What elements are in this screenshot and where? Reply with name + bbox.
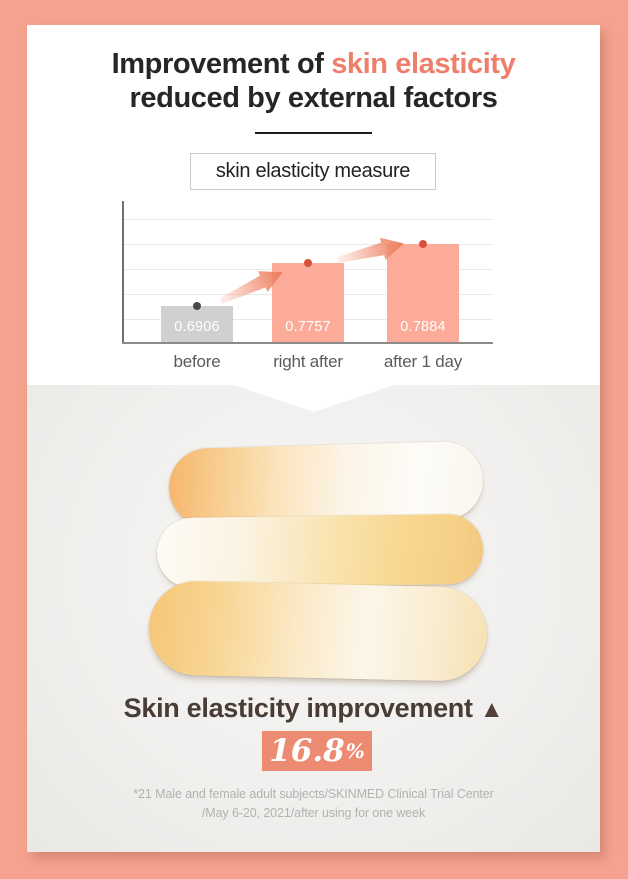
bar-right-after: 0.7757	[272, 263, 344, 342]
bar-after-1-day: 0.7884	[387, 244, 459, 342]
result-heading-text: Skin elasticity improvement	[123, 693, 473, 723]
result-heading: Skin elasticity improvement ▲	[27, 693, 600, 724]
bar-value-label: 0.7757	[285, 319, 331, 335]
footnote-line-1: *21 Male and female adult subjects/SKINM…	[133, 787, 494, 801]
gridline	[122, 244, 493, 245]
gridline	[122, 219, 493, 220]
data-point-dot	[304, 259, 312, 267]
product-texture-photo: Skin elasticity improvement ▲ 16.8 % *21…	[27, 385, 600, 852]
x-tick-right-after: right after	[273, 352, 343, 371]
footnote: *21 Male and female adult subjects/SKINM…	[27, 785, 600, 823]
bar-value-label: 0.7884	[400, 319, 446, 335]
content-card: Improvement of skin elasticity reduced b…	[27, 25, 600, 852]
up-triangle-icon: ▲	[479, 696, 504, 723]
bar-value-label: 0.6906	[174, 319, 220, 335]
cream-swatch-bottom	[147, 580, 489, 682]
chart-title-label: skin elasticity measure	[215, 160, 411, 182]
title-accent: skin elasticity	[331, 48, 516, 80]
x-axis-line	[122, 342, 493, 344]
x-tick-after-1-day: after 1 day	[383, 352, 463, 371]
bar-before: 0.6906	[161, 306, 233, 342]
improvement-rate-value: 16.8	[269, 733, 345, 769]
title-line-1: Improvement of skin elasticity	[27, 47, 600, 81]
cream-swatch-middle	[156, 513, 484, 589]
percent-sign: %	[345, 739, 365, 763]
title-line-2: reduced by external factors	[129, 82, 498, 114]
footnote-line-2: /May 6-20, 2021/after using for one week	[201, 806, 426, 820]
y-axis-line	[122, 201, 124, 343]
chart-title-box: skin elasticity measure	[190, 153, 436, 190]
data-point-dot	[419, 240, 427, 248]
title-prefix: Improvement of	[111, 48, 332, 80]
improvement-rate-badge: 16.8 %	[262, 731, 372, 771]
divider	[255, 132, 372, 134]
data-point-dot	[193, 302, 201, 310]
page-title: Improvement of skin elasticity reduced b…	[27, 47, 600, 115]
bar-chart: 0.6906 0.7757 0.7884	[27, 25, 600, 385]
x-tick-before: before	[173, 352, 221, 371]
chevron-down-shape	[234, 385, 394, 412]
